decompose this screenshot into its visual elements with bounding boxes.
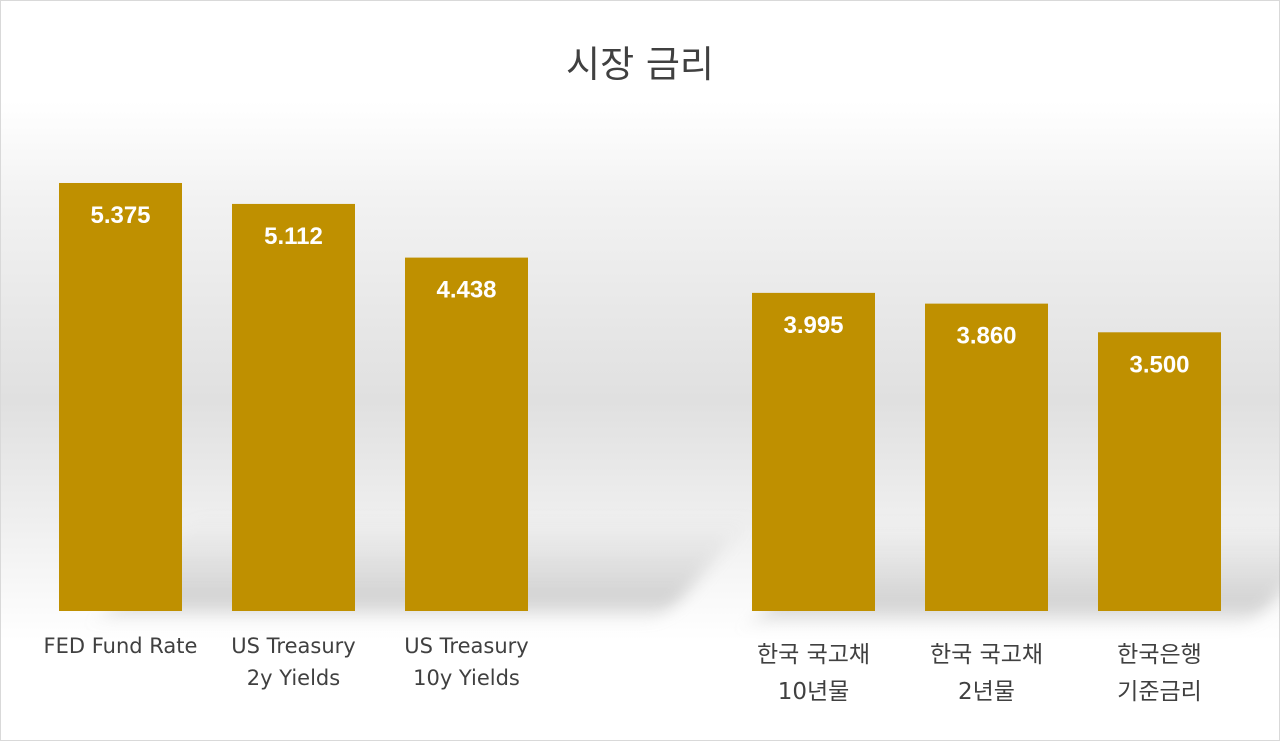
data-label-2: 4.438: [436, 277, 496, 304]
bar-3: [752, 292, 875, 611]
data-label-0: 5.375: [90, 202, 150, 229]
bar-1: [232, 203, 355, 611]
data-label-1: 5.112: [264, 223, 323, 250]
bar-2: [405, 257, 528, 611]
bar-5: [1098, 332, 1221, 611]
category-label-2: US Treasury 10y Yields: [404, 634, 528, 690]
data-label-4: 3.860: [956, 323, 1016, 350]
category-label-1: US Treasury 2y Yields: [231, 634, 355, 690]
category-label-5: 한국은행 기준금리: [1117, 642, 1202, 705]
category-label-4: 한국 국고채 2년물: [930, 642, 1043, 705]
category-label-0: FED Fund Rate: [44, 634, 198, 658]
category-label-3: 한국 국고채 10년물: [757, 642, 870, 705]
bar-4: [925, 303, 1048, 611]
data-label-5: 3.500: [1129, 351, 1189, 378]
bar-0: [59, 182, 182, 611]
chart-title: 시장 금리: [566, 43, 714, 86]
data-label-3: 3.995: [783, 312, 843, 339]
